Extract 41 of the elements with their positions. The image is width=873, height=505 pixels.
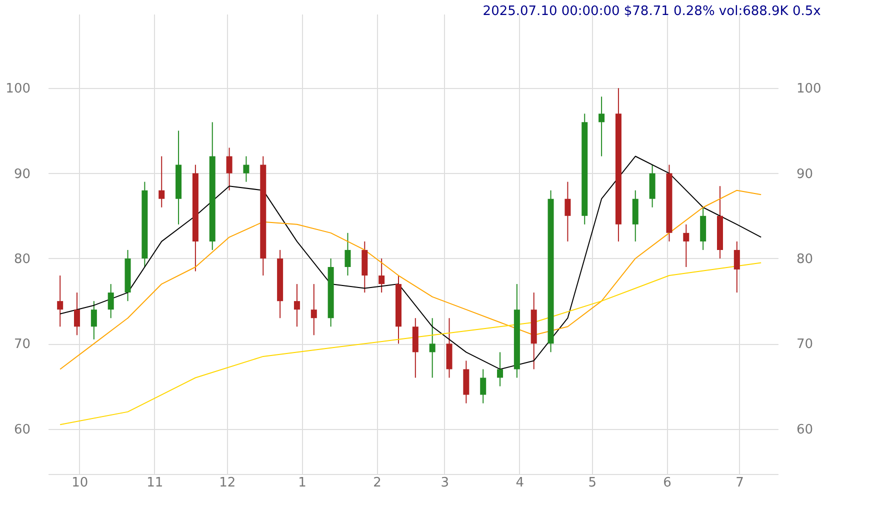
candlestick xyxy=(429,318,436,378)
candlestick xyxy=(243,156,250,182)
x-tick-label: 7 xyxy=(736,476,744,490)
candlestick xyxy=(480,368,486,404)
y-tick-label: 60 xyxy=(14,422,30,438)
candlestick xyxy=(74,292,80,336)
y2-tick-label: 70 xyxy=(796,337,814,352)
y2-tick-label: 100 xyxy=(796,82,822,97)
x-tick-label: 1 xyxy=(298,476,306,490)
candlestick xyxy=(57,275,64,328)
y-tick-label: 100 xyxy=(6,82,30,97)
x-tick-label: 11 xyxy=(146,476,164,490)
candlestick xyxy=(226,147,232,191)
y-tick-label: 80 xyxy=(14,252,30,267)
y-tick-label: 90 xyxy=(14,166,30,182)
candlestick xyxy=(90,300,97,340)
x-tick-label: 5 xyxy=(588,476,597,490)
y2-tick-label: 60 xyxy=(796,422,814,438)
x-tick-label: 4 xyxy=(516,476,524,490)
candlestick xyxy=(734,240,740,294)
x-tick-label: 2 xyxy=(373,476,382,490)
chart-title: 2025.07.10 00:00:00 $78.71 0.28% vol:688.9K 0.5x xyxy=(482,4,822,19)
y-tick-label: 70 xyxy=(14,337,30,352)
x-tick-label: 12 xyxy=(219,476,236,490)
candlestick xyxy=(158,156,165,208)
candlestick xyxy=(564,181,571,242)
candlestick xyxy=(310,284,317,336)
candlestick xyxy=(344,232,351,276)
candlestick xyxy=(598,96,605,157)
candlestick xyxy=(378,258,385,294)
line-series xyxy=(60,262,762,426)
x-tick-label: 3 xyxy=(440,476,450,490)
candlestick xyxy=(294,284,300,328)
candlestick xyxy=(497,352,504,387)
y2-tick-label: 90 xyxy=(796,166,814,182)
x-tick-label: 10 xyxy=(72,476,88,490)
candlestick xyxy=(683,224,690,268)
candlestick xyxy=(108,284,114,319)
line-series xyxy=(60,190,762,370)
x-tick-label: 6 xyxy=(663,476,672,490)
y2-tick-label: 80 xyxy=(796,252,814,267)
